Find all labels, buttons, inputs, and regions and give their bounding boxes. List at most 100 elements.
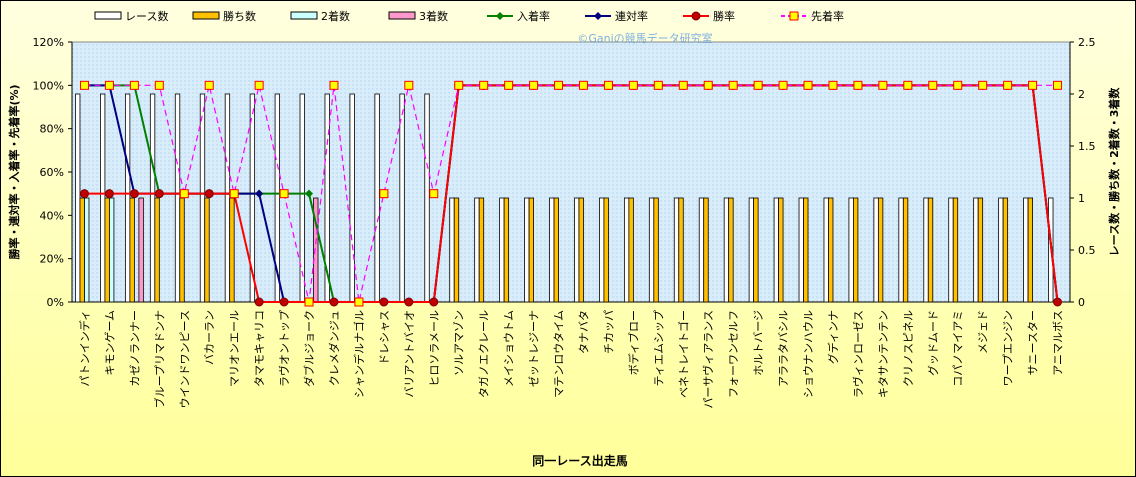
marker	[79, 189, 89, 199]
legend-label: レース数	[125, 10, 168, 23]
bar	[204, 197, 210, 303]
marker	[678, 80, 688, 90]
x-tick-label: ドレシャス	[378, 310, 391, 365]
legend-marker	[691, 11, 701, 21]
x-tick-label: キモンゲーム	[103, 310, 116, 376]
x-tick-label: ブループリマドンナ	[152, 310, 166, 408]
marker	[1053, 80, 1063, 90]
x-tick-label: ティエムシップ	[652, 310, 665, 386]
bar	[703, 197, 709, 303]
legend-label: 2着数	[321, 9, 350, 23]
bar	[100, 93, 106, 303]
bar	[977, 197, 984, 303]
marker	[554, 80, 564, 90]
marker	[329, 80, 339, 90]
bar	[199, 93, 206, 303]
plot-area	[71, 41, 1071, 303]
y-tick-label: 80%	[40, 123, 64, 136]
x-tick-label: アララタバシル	[777, 310, 790, 387]
bar	[149, 93, 156, 303]
bar	[973, 197, 979, 303]
marker	[628, 80, 638, 90]
x-tick-label: ワープエンジン	[1002, 310, 1015, 386]
x-tick-label: ゼットレジーナ	[528, 310, 541, 387]
marker	[803, 80, 813, 90]
y2-tick-label: 2.5	[1078, 36, 1096, 49]
x-tick-label: カゼノランナー	[128, 310, 141, 387]
marker	[254, 297, 264, 307]
bar	[224, 93, 231, 303]
bar	[773, 197, 779, 303]
marker	[853, 80, 863, 90]
bar	[1027, 197, 1033, 303]
bar	[249, 93, 256, 303]
y2-tick-label: 0.5	[1078, 244, 1096, 257]
x-tick-label: メジェド	[977, 310, 990, 354]
marker	[279, 297, 289, 307]
bar	[823, 197, 829, 303]
bar	[499, 197, 505, 303]
y2-tick-label: 2	[1078, 88, 1085, 101]
legend-marker	[496, 12, 504, 20]
bar	[453, 197, 460, 303]
marker	[1003, 80, 1013, 90]
bar	[124, 93, 131, 303]
marker	[229, 189, 239, 199]
bar	[449, 197, 455, 303]
marker	[254, 80, 264, 90]
bar	[1023, 197, 1029, 303]
bar	[778, 197, 784, 303]
bar	[84, 197, 90, 303]
bar	[549, 197, 555, 303]
y-tick-label: 100%	[33, 79, 64, 92]
x-tick-label: ラヴィンローゼス	[851, 310, 865, 398]
bar	[474, 197, 480, 303]
x-tick-label: ホルトバージ	[752, 310, 765, 376]
marker	[429, 189, 439, 199]
bar	[698, 197, 705, 303]
x-axis-title: 同一レース出走馬	[532, 453, 627, 468]
marker	[828, 80, 838, 90]
marker	[603, 80, 613, 90]
bar	[553, 197, 559, 303]
marker	[978, 80, 988, 90]
x-tick-label: ボディブロー	[626, 310, 640, 375]
x-tick-label: パトンインディ	[77, 310, 91, 387]
marker	[1028, 80, 1038, 90]
x-tick-label: キタサンテンテン	[877, 310, 890, 398]
marker	[154, 80, 164, 90]
x-tick-label: ソルアマゾン	[453, 310, 466, 376]
x-tick-label: バリアントバイオ	[403, 310, 416, 398]
x-tick-label: マリオンエール	[228, 310, 241, 387]
bar	[109, 197, 115, 303]
marker	[104, 80, 114, 90]
x-tick-label: ヒロソラメール	[428, 310, 441, 387]
bar	[898, 197, 904, 303]
bar	[599, 197, 605, 303]
marker	[79, 80, 89, 90]
marker	[255, 189, 264, 198]
bar	[229, 197, 235, 303]
bar	[299, 93, 305, 303]
legend-label: 勝率	[713, 9, 735, 23]
marker	[379, 189, 389, 199]
marker	[304, 297, 314, 307]
bar	[748, 197, 755, 303]
marker	[154, 189, 164, 199]
legend-label: 勝ち数	[223, 9, 256, 23]
bar	[927, 197, 934, 303]
bar	[174, 93, 181, 303]
y-tick-label: 20%	[40, 253, 64, 266]
bar	[574, 197, 580, 303]
bar	[998, 197, 1004, 303]
bar	[673, 197, 680, 303]
marker	[928, 80, 938, 90]
bar	[154, 197, 160, 303]
y-tick-label: 40%	[40, 209, 64, 222]
x-tick-label: パーサヴィアランス	[701, 310, 715, 409]
x-tick-label: フォーワンセルフ	[727, 310, 740, 398]
marker	[578, 80, 588, 90]
y-tick-label: 120%	[33, 36, 64, 49]
bar	[79, 197, 85, 303]
